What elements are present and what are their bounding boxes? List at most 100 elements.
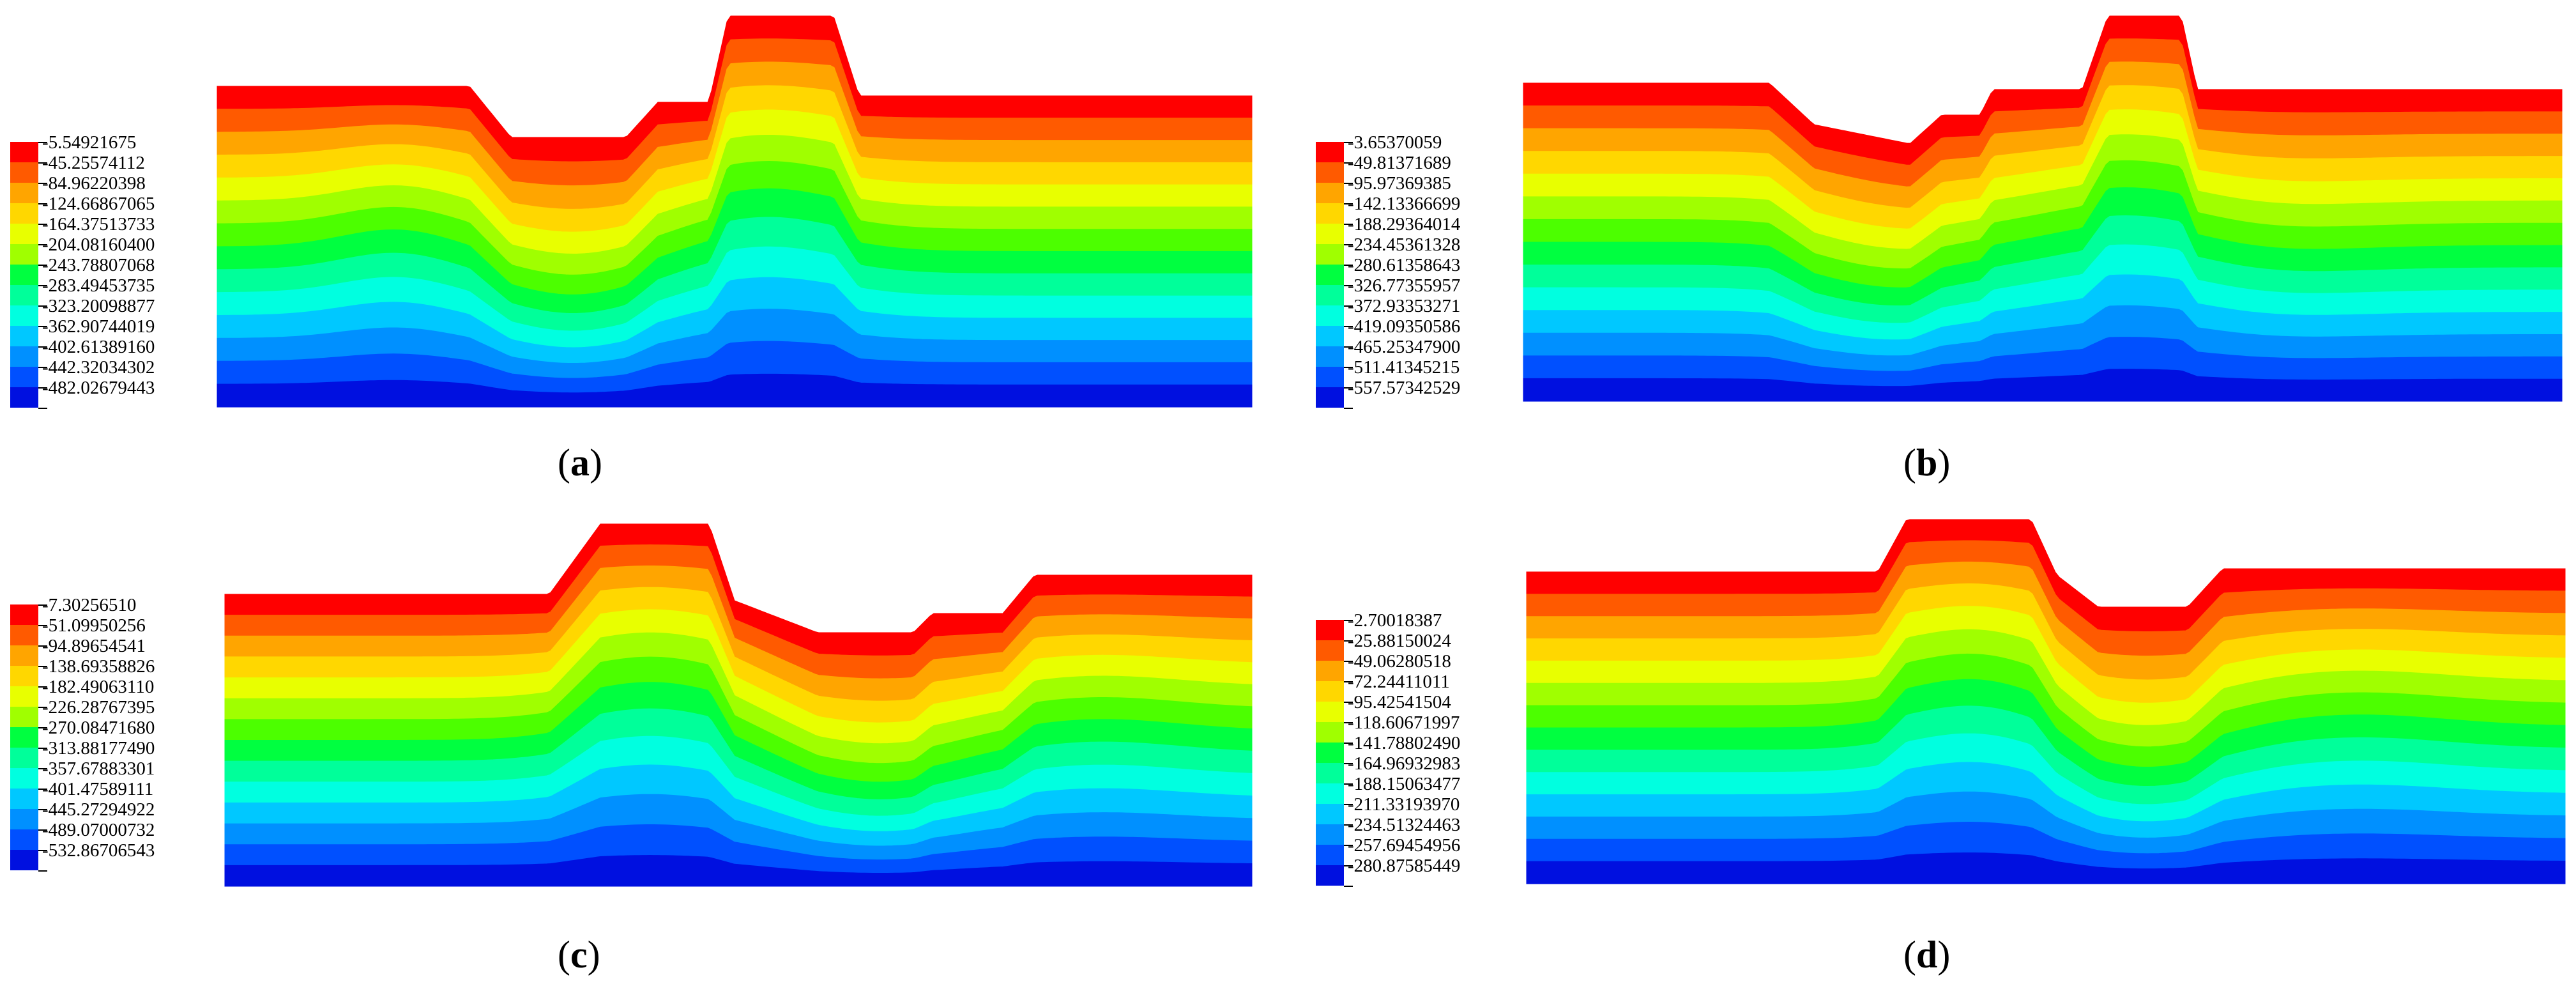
- legend-swatch: [1316, 722, 1344, 743]
- legend-swatch: [10, 265, 38, 285]
- legend-label: -45.25574112: [42, 153, 145, 173]
- legend-swatch: [10, 829, 38, 850]
- caption-b: (b): [1903, 442, 1951, 484]
- legend-swatch: [1316, 265, 1344, 285]
- legend-entry: -45.25574112: [10, 153, 240, 183]
- legend-tick: [1344, 865, 1353, 866]
- legend-label: -182.49063110: [42, 677, 155, 697]
- legend-label: -188.29364014: [1348, 214, 1461, 235]
- legend-entry: -188.29364014: [1316, 215, 1546, 244]
- legend-tick: [1344, 224, 1353, 225]
- contour-plot-a: [217, 15, 1253, 408]
- panel-c: -7.30256510 -51.09950256 -94.89654541 -138.…: [0, 505, 1277, 993]
- legend-tick: [1344, 702, 1353, 703]
- legend-tick: [38, 162, 47, 164]
- legend-tick: [38, 224, 47, 225]
- legend-entry: -25.88150024: [1316, 631, 1546, 661]
- legend-swatch: [1316, 702, 1344, 722]
- legend-tick: [38, 604, 47, 606]
- legend-swatch: [1316, 783, 1344, 804]
- legend-entry: -283.49453735: [10, 276, 240, 305]
- legend-label: -7.30256510: [42, 595, 137, 615]
- legend-label: -372.93353271: [1348, 296, 1461, 316]
- legend-swatch: [10, 285, 38, 305]
- legend-swatch: [10, 748, 38, 768]
- legend-swatch: [10, 768, 38, 789]
- legend-swatch: [10, 809, 38, 829]
- legend-label: -419.09350586: [1348, 316, 1461, 337]
- legend-entry: -280.87585449: [1316, 856, 1546, 886]
- legend-entry: -482.02679443: [10, 378, 240, 408]
- legend-swatch: [10, 686, 38, 707]
- legend-swatch: [1316, 346, 1344, 367]
- legend-label: -141.78802490: [1348, 733, 1461, 753]
- legend-tick: [1344, 203, 1353, 204]
- legend-label: -204.08160400: [42, 235, 155, 255]
- legend-tick: [38, 408, 47, 409]
- legend-entry: -557.57342529: [1316, 378, 1546, 408]
- legend-entry: -465.25347900: [1316, 337, 1546, 367]
- legend-tick: [38, 183, 47, 184]
- legend-entry: -72.24411011: [1316, 672, 1546, 702]
- legend-entry: -323.20098877: [10, 296, 240, 326]
- legend-label: -25.88150024: [1348, 631, 1451, 651]
- legend-swatch: [1316, 763, 1344, 783]
- caption-d: (d): [1903, 934, 1951, 976]
- legend-swatch: [10, 224, 38, 244]
- legend-label: -401.47589111: [42, 779, 154, 799]
- legend-entry: -257.69454956: [1316, 836, 1546, 865]
- legend-label: -84.96220398: [42, 173, 146, 194]
- legend-swatch: [1316, 244, 1344, 265]
- legend-tick: [38, 305, 47, 307]
- legend-swatch: [1316, 367, 1344, 387]
- legend-entry: -234.51324463: [1316, 815, 1546, 845]
- legend-label: -188.15063477: [1348, 774, 1461, 794]
- legend-label: -511.41345215: [1348, 357, 1460, 378]
- legend-label: -3.65370059: [1348, 132, 1442, 153]
- legend-entry: -532.86706543: [10, 841, 240, 870]
- legend-tick: [1344, 346, 1353, 348]
- legend-swatch: [1316, 620, 1344, 640]
- legend-label: -465.25347900: [1348, 337, 1461, 357]
- legend-label: -211.33193970: [1348, 794, 1460, 815]
- legend-swatch: [1316, 305, 1344, 326]
- legend-label: -95.42541504: [1348, 692, 1451, 712]
- legend-swatch: [10, 625, 38, 645]
- legend-swatch: [1316, 743, 1344, 763]
- legend-entry: -313.88177490: [10, 739, 240, 768]
- legend-swatch: [10, 183, 38, 203]
- legend-swatch: [10, 850, 38, 870]
- legend-label: -72.24411011: [1348, 672, 1450, 692]
- legend-swatch: [1316, 804, 1344, 824]
- panel-b: -3.65370059 -49.81371689 -95.97369385 -142.…: [1303, 0, 2576, 497]
- legend-entry: -326.77355957: [1316, 276, 1546, 305]
- legend-tick: [38, 870, 47, 872]
- legend-label: -2.70018387: [1348, 610, 1442, 631]
- legend-tick: [38, 768, 47, 769]
- legend-label: -234.45361328: [1348, 235, 1461, 255]
- legend-tick: [38, 645, 47, 647]
- legend-tick: [1344, 387, 1353, 389]
- legend-entry: -182.49063110: [10, 677, 240, 707]
- legend-swatch: [10, 727, 38, 748]
- legend-label: -313.88177490: [42, 738, 155, 758]
- legend-entry: -95.42541504: [1316, 693, 1546, 722]
- legend-label: -280.87585449: [1348, 856, 1461, 876]
- legend-entry: -188.15063477: [1316, 774, 1546, 804]
- legend-tick: [38, 346, 47, 348]
- legend-entry: -94.89654541: [10, 636, 240, 666]
- legend-tick: [38, 387, 47, 389]
- legend-entry: -362.90744019: [10, 317, 240, 346]
- legend-entry: -489.07000732: [10, 820, 240, 850]
- legend-tick: [1344, 620, 1353, 621]
- legend-entry: -84.96220398: [10, 174, 240, 203]
- legend-label: -234.51324463: [1348, 815, 1461, 835]
- legend-label: -164.37513733: [42, 214, 155, 235]
- legend-entry: -442.32034302: [10, 358, 240, 387]
- legend-tick: [38, 285, 47, 286]
- legend-entry: -3.65370059: [1316, 133, 1546, 162]
- legend-entry: -270.08471680: [10, 718, 240, 748]
- legend-tick: [38, 265, 47, 266]
- legend-entry: -164.37513733: [10, 215, 240, 244]
- legend-swatch: [1316, 661, 1344, 681]
